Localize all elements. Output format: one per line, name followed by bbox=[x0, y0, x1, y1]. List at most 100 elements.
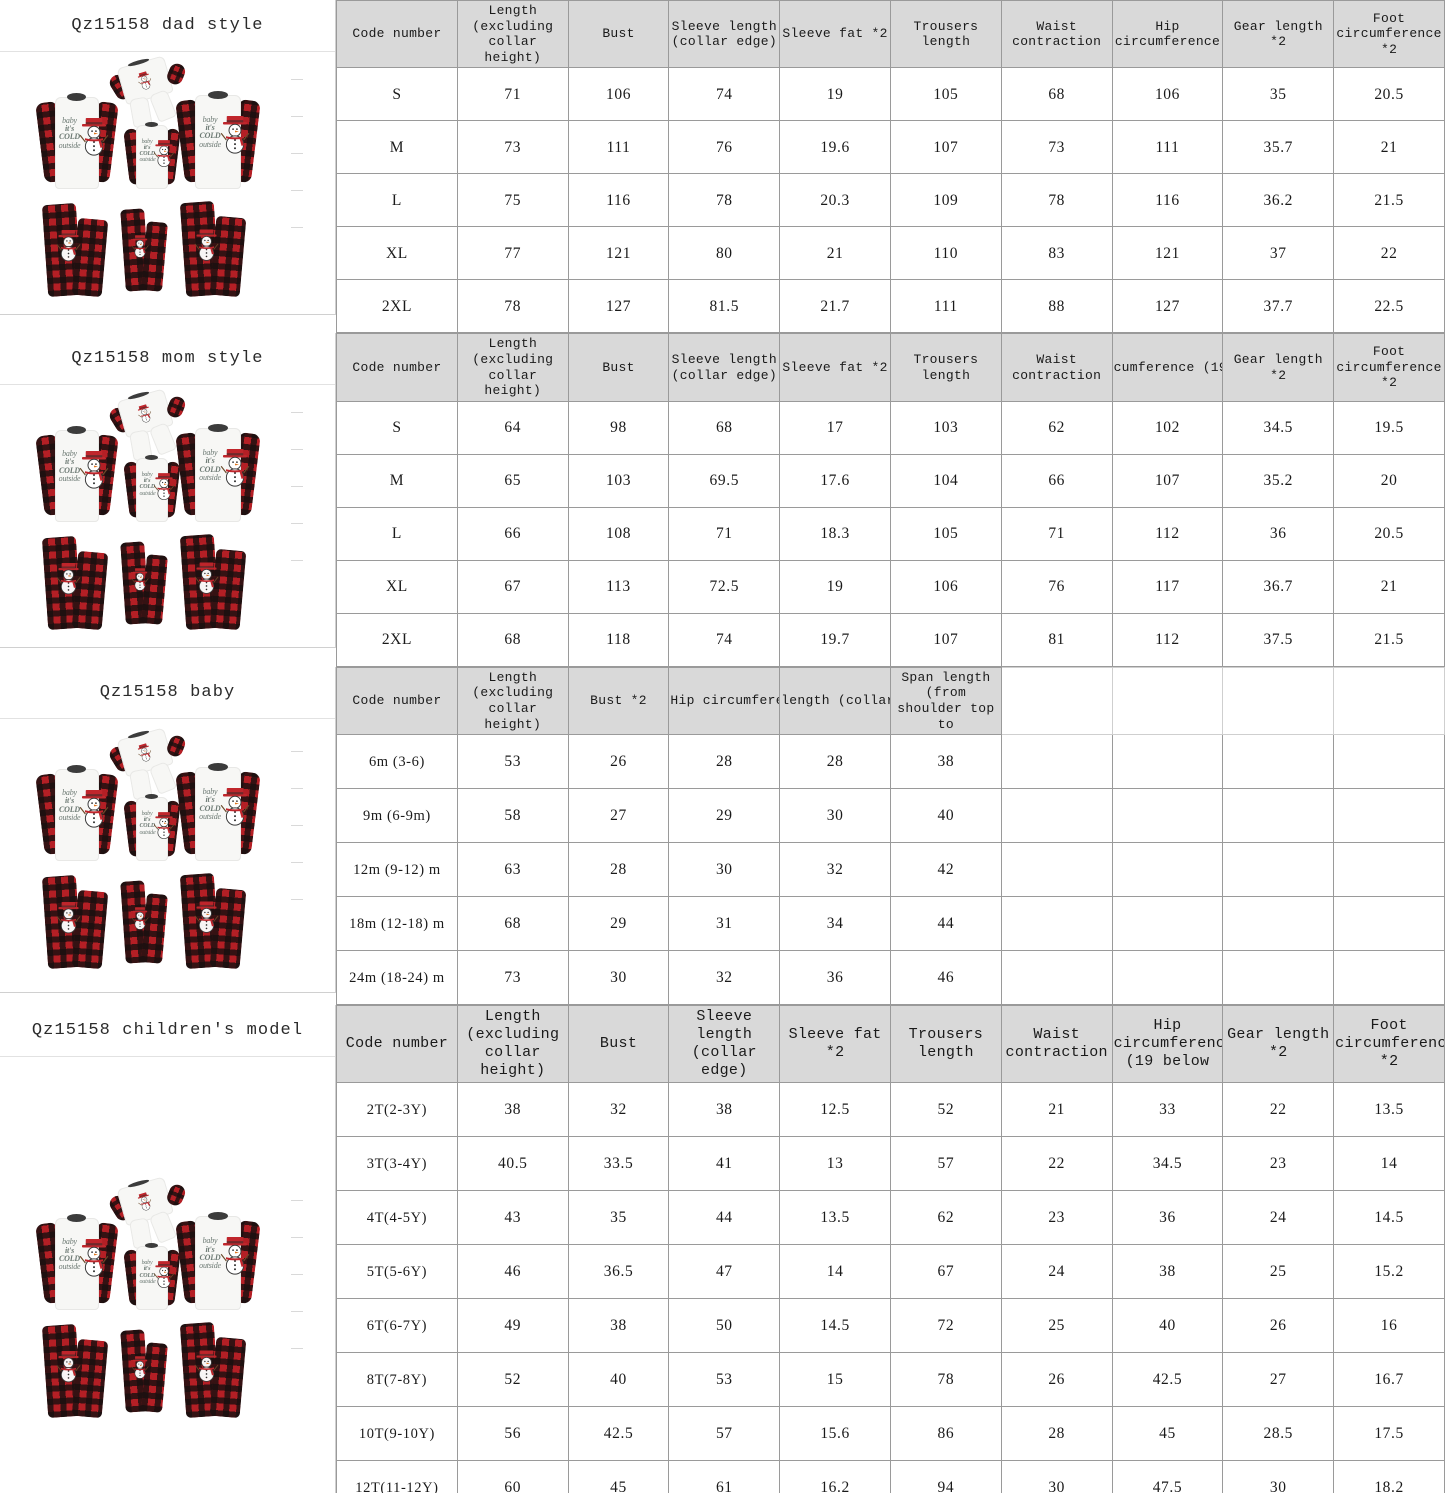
data-cell: M bbox=[336, 453, 458, 508]
data-cell: 12T(11-12Y) bbox=[336, 1460, 458, 1493]
data-cell: 28 bbox=[1000, 1406, 1113, 1462]
table-row: 10T(9-10Y) 56 42.5 57 15.6 86 28 45 28.5 17.5 bbox=[336, 1406, 1445, 1462]
data-cell: 78 bbox=[456, 279, 569, 334]
pajama-pants bbox=[119, 1329, 168, 1413]
data-cell: 28 bbox=[779, 734, 891, 790]
collar bbox=[144, 454, 158, 460]
data-cell: 36 bbox=[1222, 506, 1335, 561]
collar bbox=[66, 92, 86, 101]
baby-onesie bbox=[103, 385, 191, 465]
header-cell: Bust *2 bbox=[567, 666, 670, 736]
pajama-pants bbox=[41, 1324, 108, 1419]
header-cell: Sleeve length (collar edge) bbox=[668, 1005, 781, 1084]
data-cell: 58 bbox=[456, 788, 569, 844]
data-cell: 42 bbox=[889, 842, 1002, 898]
empty-cell bbox=[1000, 734, 1113, 790]
data-cell: 20 bbox=[1333, 453, 1445, 508]
pajama-illustration: baby it's COLD outside baby it's COLD o bbox=[23, 1176, 313, 1430]
header-cell: Gear length *2 bbox=[1222, 333, 1335, 402]
table-row: L 66 108 71 18.3 105 71 112 36 20.5 bbox=[336, 506, 1445, 561]
data-cell: 30 bbox=[567, 950, 670, 1006]
pajama-top: baby it's COLD outside bbox=[34, 763, 119, 863]
empty-cell bbox=[1000, 950, 1113, 1006]
data-cell: 49 bbox=[456, 1298, 569, 1354]
snowman-graphic bbox=[79, 1236, 109, 1283]
table-row: M 73 111 76 19.6 107 73 111 35.7 21 bbox=[336, 120, 1445, 175]
table-row: 2XL 68 118 74 19.7 107 81 112 37.5 21.5 bbox=[336, 612, 1445, 667]
empty-cell bbox=[1111, 842, 1224, 898]
data-cell: 34.5 bbox=[1222, 400, 1335, 455]
data-cell: 19.5 bbox=[1333, 400, 1445, 455]
onesie-leg-right bbox=[148, 1210, 177, 1245]
data-cell: 66 bbox=[1000, 453, 1113, 508]
data-cell: L bbox=[336, 173, 458, 228]
data-cell: 67 bbox=[889, 1244, 1002, 1300]
header-cell: Foot circumference *2 bbox=[1333, 333, 1445, 402]
data-cell: 19 bbox=[779, 67, 891, 122]
data-cell: 21.5 bbox=[1333, 612, 1445, 667]
shirt-graphic-text: baby it's COLD outside bbox=[58, 448, 81, 484]
data-cell: 98 bbox=[567, 400, 670, 455]
data-cell: 44 bbox=[889, 896, 1002, 952]
size-table-mom: Code number Length (excluding collar heig… bbox=[336, 333, 1445, 667]
collar bbox=[66, 1214, 86, 1223]
data-cell: 71 bbox=[1000, 506, 1113, 561]
pajama-pants bbox=[179, 533, 246, 631]
data-cell: 35 bbox=[1222, 67, 1335, 122]
onesie-snowman-graphic bbox=[135, 402, 155, 430]
empty-cell bbox=[1000, 842, 1113, 898]
table-column-dad: Code number Length (excluding collar heig… bbox=[336, 0, 1445, 334]
data-cell: XL bbox=[336, 559, 458, 614]
empty-header-cell bbox=[1111, 666, 1224, 736]
baby-onesie bbox=[103, 52, 191, 132]
pants-snowman-graphic bbox=[56, 557, 81, 604]
data-cell: 21.7 bbox=[779, 279, 891, 334]
data-cell: 4T(4-5Y) bbox=[336, 1190, 458, 1246]
pants-snowman-graphic bbox=[130, 227, 149, 270]
pajama-top: baby it's COLD outside bbox=[34, 91, 119, 191]
data-cell: 36.5 bbox=[567, 1244, 670, 1300]
collar bbox=[144, 793, 158, 799]
data-cell: 88 bbox=[1000, 279, 1113, 334]
header-cell: Length (excluding collar height) bbox=[456, 666, 569, 736]
pajama-top: baby it's COLD outside bbox=[174, 1210, 261, 1312]
data-cell: 71 bbox=[668, 506, 781, 561]
data-cell: 73 bbox=[456, 120, 569, 175]
data-cell: 25 bbox=[1222, 1244, 1335, 1300]
snowman-graphic bbox=[220, 1234, 250, 1281]
data-cell: 19 bbox=[779, 559, 891, 614]
data-cell: 40 bbox=[1111, 1298, 1224, 1354]
data-cell: 94 bbox=[889, 1460, 1002, 1493]
data-cell: 12m (9-12) m bbox=[336, 842, 458, 898]
data-cell: 26 bbox=[567, 734, 670, 790]
pajama-top: baby it's COLD outside bbox=[122, 1242, 181, 1312]
empty-cell bbox=[1000, 896, 1113, 952]
pajama-top: baby it's COLD outside bbox=[122, 454, 181, 524]
illustration-column-mom: Qz15158 mom style baby bbox=[0, 333, 336, 649]
table-row: 12T(11-12Y) 60 45 61 16.2 94 30 47.5 30 18.2 bbox=[336, 1460, 1445, 1493]
data-cell: 118 bbox=[567, 612, 670, 667]
data-cell: S bbox=[336, 400, 458, 455]
data-cell: 73 bbox=[1000, 120, 1113, 175]
table-row: 2T(2-3Y) 38 32 38 12.5 52 21 33 22 13.5 bbox=[336, 1082, 1445, 1138]
data-cell: 106 bbox=[889, 559, 1002, 614]
empty-cell bbox=[1333, 950, 1445, 1006]
block-title-baby: Qz15158 baby bbox=[0, 667, 335, 719]
data-cell: 46 bbox=[889, 950, 1002, 1006]
table-row: S 71 106 74 19 105 68 106 35 20.5 bbox=[336, 67, 1445, 122]
header-cell: Sleeve length (collar edge) bbox=[668, 333, 781, 402]
size-block-dad: Qz15158 dad style baby bbox=[0, 0, 1445, 334]
pajama-pants bbox=[41, 535, 108, 631]
data-cell: 38 bbox=[567, 1298, 670, 1354]
data-cell: 81 bbox=[1000, 612, 1113, 667]
header-cell: Code number bbox=[336, 333, 458, 402]
data-cell: 121 bbox=[1111, 226, 1224, 281]
data-cell: 28 bbox=[567, 842, 670, 898]
measure-ticks bbox=[290, 1200, 309, 1410]
data-cell: 3T(3-4Y) bbox=[336, 1136, 458, 1192]
shirt-graphic-text: baby it's COLD outside bbox=[199, 1236, 221, 1271]
data-cell: 15 bbox=[779, 1352, 891, 1408]
data-cell: 42.5 bbox=[567, 1406, 670, 1462]
data-cell: 27 bbox=[1222, 1352, 1335, 1408]
data-cell: 117 bbox=[1111, 559, 1224, 614]
